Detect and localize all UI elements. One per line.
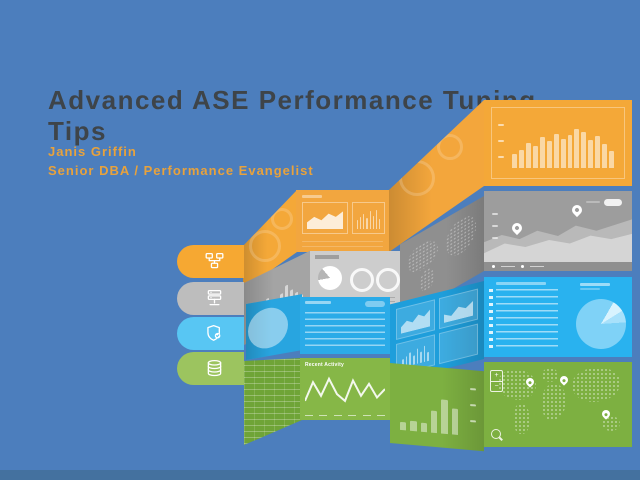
chart-legend xyxy=(484,262,632,271)
table-icon-column xyxy=(489,289,493,349)
bar-chart xyxy=(512,118,615,168)
map-pin-icon xyxy=(569,202,585,218)
recent-activity-panel: Recent Activity xyxy=(300,358,390,420)
orange-mini-dashboard-panel xyxy=(296,190,389,252)
footer-bar xyxy=(0,470,640,480)
presenter-role: Senior DBA / Performance Evangelist xyxy=(48,163,314,178)
pie-chart xyxy=(576,299,626,349)
table-rows xyxy=(305,312,385,348)
sidebar-tab-server xyxy=(177,282,244,315)
mini-bar-chart xyxy=(352,202,385,234)
pill-button xyxy=(604,199,622,206)
green-folded-bar-segment xyxy=(390,363,484,452)
shield-check-icon xyxy=(207,324,221,341)
green-world-map-panel xyxy=(484,362,632,447)
pill-button xyxy=(365,301,385,307)
table-rows xyxy=(496,289,558,349)
database-icon xyxy=(207,359,222,377)
map-zoom-control xyxy=(490,370,503,392)
page-title: Advanced ASE Performance Tuning Tips xyxy=(48,85,537,146)
blue-folded-donut-segment xyxy=(246,294,302,360)
sidebar-tab-security xyxy=(177,317,244,350)
search-icon xyxy=(491,429,501,439)
server-icon xyxy=(207,289,222,306)
map-pin-icon xyxy=(558,374,570,386)
pie-chart-icon xyxy=(318,266,342,290)
zoom-out-icon xyxy=(491,382,502,392)
mini-area-chart xyxy=(302,202,348,234)
sidebar-tab-network xyxy=(177,245,244,278)
gray-area-chart-panel xyxy=(484,191,632,271)
blue-table-pie-panel xyxy=(484,277,632,357)
network-icon xyxy=(205,252,224,269)
zoom-in-icon xyxy=(491,371,502,382)
line-chart xyxy=(305,372,385,406)
presenter-name: Janis Griffin xyxy=(48,144,137,159)
gray-gauges-panel xyxy=(310,251,400,306)
sidebar-tab-database xyxy=(177,352,244,385)
recent-activity-title: Recent Activity xyxy=(305,362,344,368)
orange-bar-chart-panel xyxy=(484,100,632,186)
green-folded-table-segment xyxy=(244,358,302,445)
blue-table-mini-panel xyxy=(300,297,390,354)
map-pin-icon xyxy=(509,220,525,236)
